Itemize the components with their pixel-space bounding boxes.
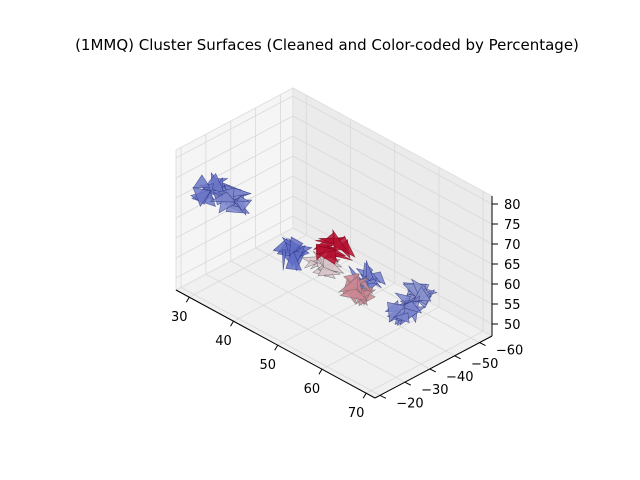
- grid-line-z: [292, 215, 493, 325]
- y-tick-label: −20: [396, 396, 423, 411]
- surface-facet: [317, 266, 341, 277]
- surface-facet: [399, 300, 423, 314]
- grid-line-y: [180, 287, 381, 396]
- grid-line-x: [321, 306, 440, 370]
- y-tick-mark: [454, 355, 461, 360]
- grid-line-z: [292, 115, 493, 225]
- z-tick-label: 55: [504, 298, 521, 313]
- z-tick-label: 60: [504, 278, 521, 293]
- grid-line-z: [175, 115, 294, 179]
- x-tick-mark: [274, 344, 279, 351]
- y-tick-label: −30: [421, 383, 448, 398]
- surface-facet: [337, 276, 358, 293]
- y-tick-label: −50: [471, 357, 498, 372]
- axes-lines: [175, 196, 498, 399]
- surface-facet: [316, 245, 338, 255]
- grid-line-x: [365, 330, 484, 394]
- surface-facet: [209, 191, 237, 203]
- x-tick-mark: [318, 368, 323, 375]
- surface-facet: [339, 286, 369, 302]
- z-tick-label: 70: [504, 238, 521, 253]
- x-tick-label: 30: [171, 310, 188, 325]
- cluster-surface: [209, 182, 253, 216]
- grid-line-z: [292, 195, 493, 305]
- cluster-surface: [337, 273, 377, 307]
- y-tick-mark: [479, 342, 486, 347]
- grid-line-y: [205, 273, 406, 383]
- grid-line-y: [230, 260, 430, 370]
- z-tick-label: 65: [504, 258, 521, 273]
- grid-line-y: [280, 234, 480, 343]
- z-tick-label: 75: [504, 218, 521, 233]
- grid-line-z: [175, 195, 294, 259]
- surface-facet: [192, 186, 211, 208]
- surface-facet: [192, 174, 211, 189]
- grid-line-z: [175, 215, 294, 279]
- grid-line-z: [292, 95, 493, 205]
- grid-line-z: [292, 135, 493, 245]
- x-tick-mark: [230, 320, 234, 327]
- surface-facet: [332, 228, 347, 251]
- surface-facet: [281, 249, 287, 271]
- y-tick-mark: [379, 394, 387, 399]
- surface-facet: [303, 259, 318, 269]
- tick-labels: 30 40 50 60 70 −20−30−40−50−60 50 55 60 65 70 75 80: [171, 198, 523, 421]
- cluster-surface: [384, 292, 427, 327]
- grid-line-x: [277, 282, 395, 346]
- surface-facet: [285, 248, 302, 271]
- x-tick-mark: [362, 392, 367, 399]
- z-tick-label: 50: [504, 318, 521, 333]
- y-axis-line: [374, 335, 493, 399]
- grid-line-z: [292, 155, 493, 265]
- cluster-surface: [272, 236, 313, 272]
- surface-facet: [393, 312, 410, 324]
- x-axis-line: [175, 289, 376, 399]
- x-tick-label: 60: [304, 382, 321, 397]
- y-tick-mark: [404, 381, 412, 386]
- surface-facet: [288, 236, 304, 257]
- x-tick-mark: [185, 296, 190, 303]
- y-tick-label: −60: [496, 344, 523, 359]
- grid-line-z: [292, 175, 493, 285]
- cluster-surface: [313, 228, 356, 265]
- grid-line-z: [175, 155, 294, 219]
- surface-facet: [236, 196, 250, 202]
- y-tick-label: −40: [446, 370, 473, 385]
- surface-facet: [387, 301, 406, 323]
- x-tick-label: 70: [348, 406, 365, 421]
- x-tick-label: 50: [259, 358, 276, 373]
- cluster-surface: [190, 171, 232, 208]
- z-tick-label: 80: [504, 198, 521, 213]
- cluster-surfaces: [190, 171, 438, 327]
- y-tick-mark: [429, 368, 436, 373]
- chart-title: (1MMQ) Cluster Surfaces (Cleaned and Col…: [75, 36, 579, 54]
- x-tick-label: 40: [215, 334, 232, 349]
- grid-line-z: [175, 95, 294, 159]
